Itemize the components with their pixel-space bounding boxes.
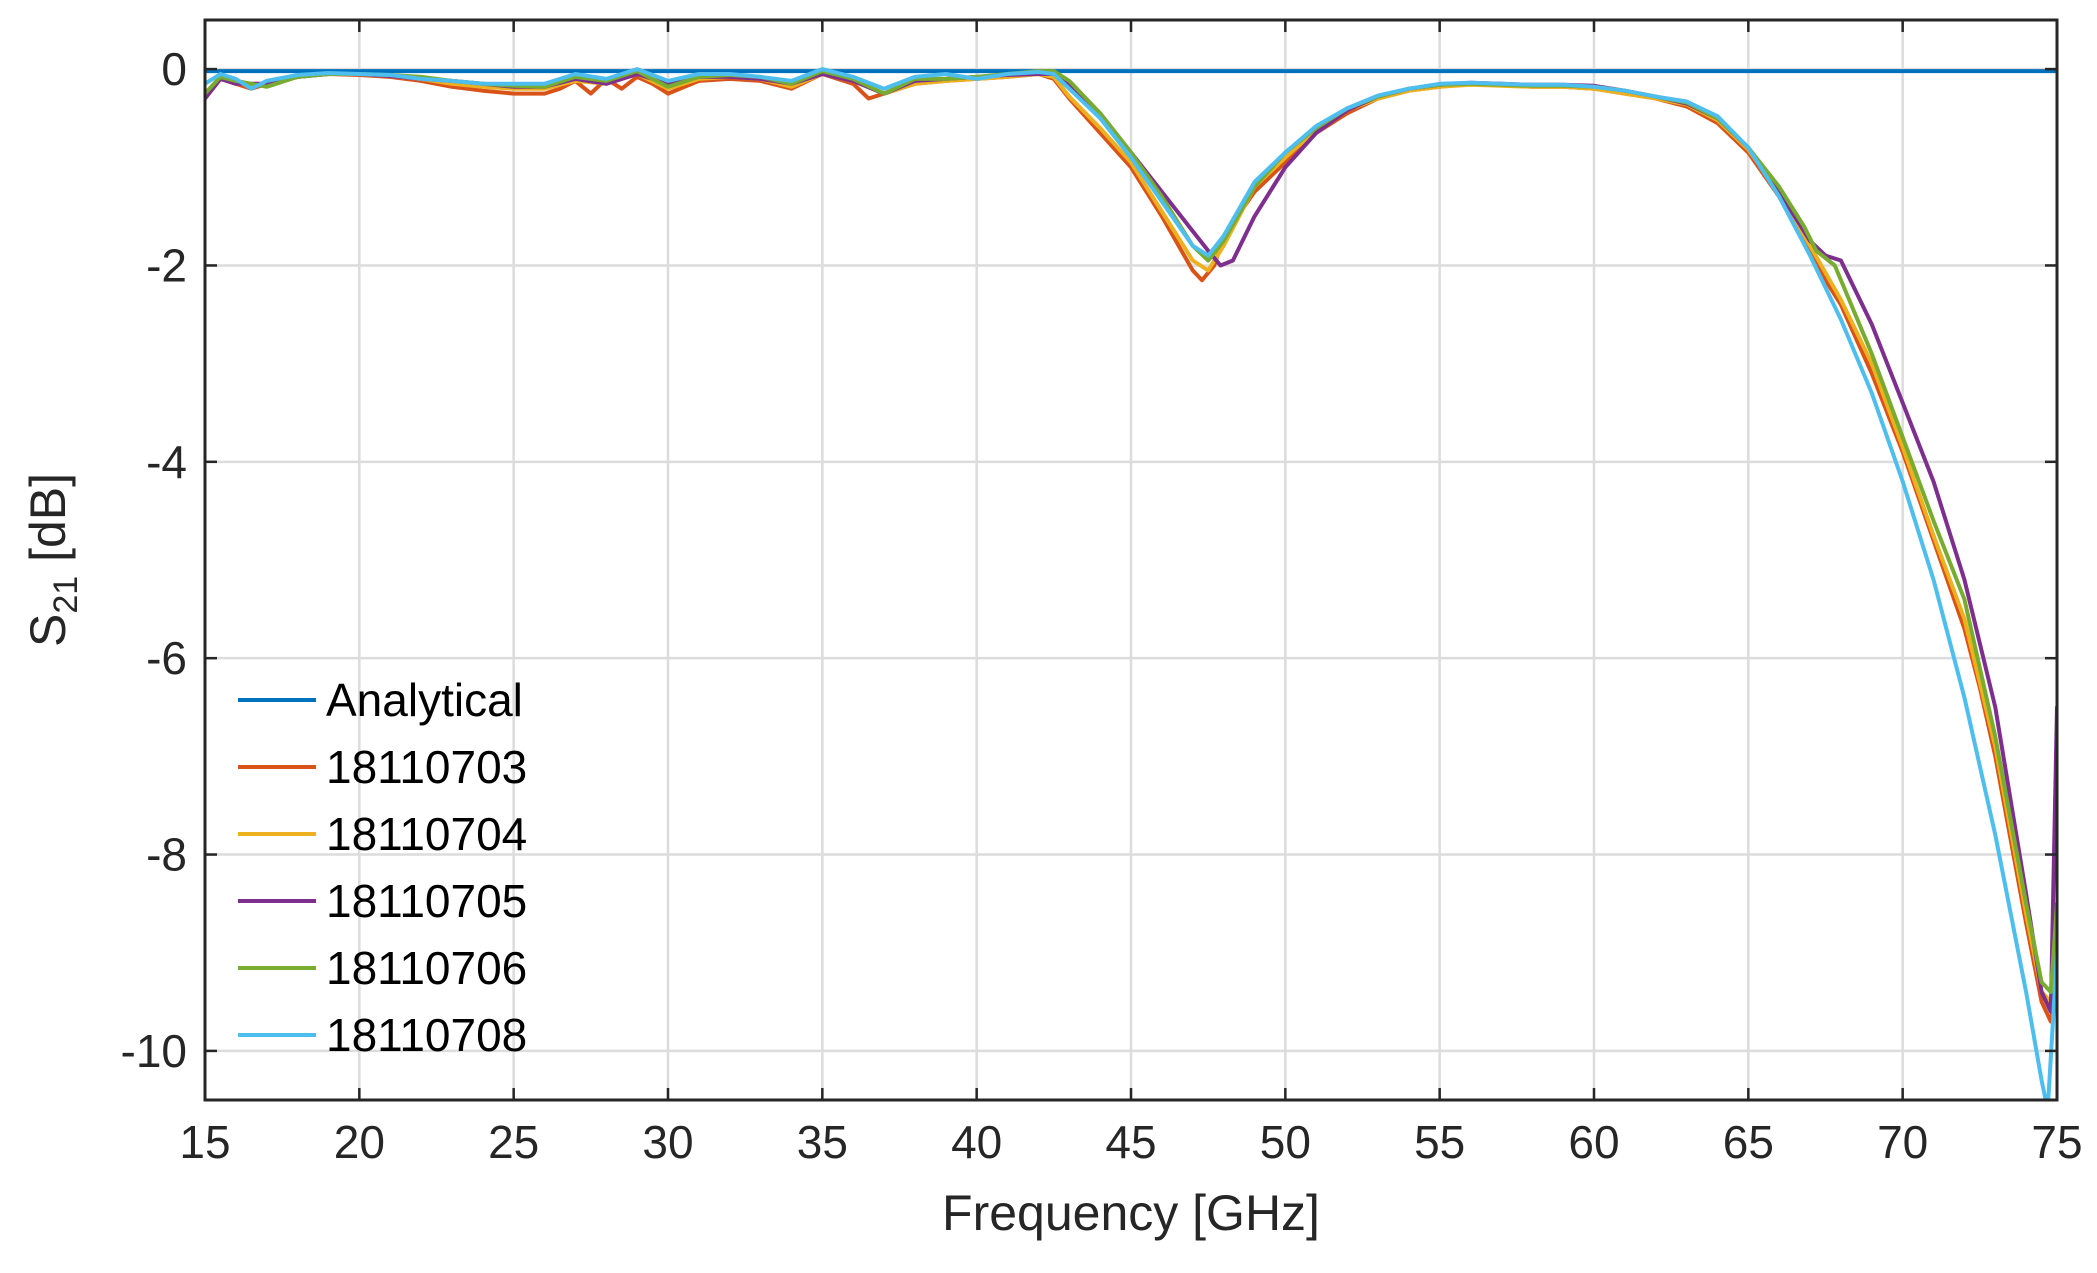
x-tick-label: 55: [1414, 1116, 1465, 1168]
x-tick-label: 20: [334, 1116, 385, 1168]
x-tick-label: 15: [179, 1116, 230, 1168]
y-axis-title-symbol: S: [20, 614, 76, 647]
legend-label-0: Analytical: [326, 674, 523, 726]
legend-label-5: 18110708: [326, 1009, 527, 1061]
x-tick-label: 75: [2031, 1116, 2082, 1168]
x-tick-label: 60: [1568, 1116, 1619, 1168]
legend-label-3: 18110705: [326, 875, 527, 927]
legend-label-1: 18110703: [326, 741, 527, 793]
series-lines: [205, 67, 2057, 1100]
legend-label-2: 18110704: [326, 808, 527, 860]
x-tick-label: 45: [1105, 1116, 1156, 1168]
x-tick-labels: 15 20 25 30 35 40 45 50 55 60 65 70 75: [179, 1116, 2082, 1168]
legend-label-4: 18110706: [326, 942, 527, 994]
grid-lines: [203, 20, 2059, 1100]
x-tick-label: 50: [1260, 1116, 1311, 1168]
y-tick-label: -2: [146, 239, 187, 291]
y-tick-label: -10: [121, 1025, 187, 1077]
y-axis-title-subscript: 21: [47, 576, 85, 614]
x-tick-label: 25: [488, 1116, 539, 1168]
y-axis-title: S21 [dB]: [20, 473, 85, 647]
x-tick-label: 65: [1723, 1116, 1774, 1168]
y-tick-label: -6: [146, 632, 187, 684]
x-tick-label: 35: [797, 1116, 848, 1168]
y-tick-labels: 0 -2 -4 -6 -8 -10: [121, 43, 187, 1077]
legend: Analytical 18110703 18110704 18110705 181107…: [238, 674, 527, 1061]
y-tick-label: -8: [146, 829, 187, 881]
series-line-5: [205, 67, 2057, 1100]
y-axis-title-unit: [dB]: [20, 473, 76, 576]
y-tick-label: 0: [161, 43, 187, 95]
x-tick-label: 70: [1877, 1116, 1928, 1168]
x-tick-label: 40: [951, 1116, 1002, 1168]
y-tick-label: -4: [146, 436, 187, 488]
x-tick-label: 30: [642, 1116, 693, 1168]
tick-marks: [203, 20, 2059, 1100]
x-axis-title: Frequency [GHz]: [942, 1185, 1320, 1241]
